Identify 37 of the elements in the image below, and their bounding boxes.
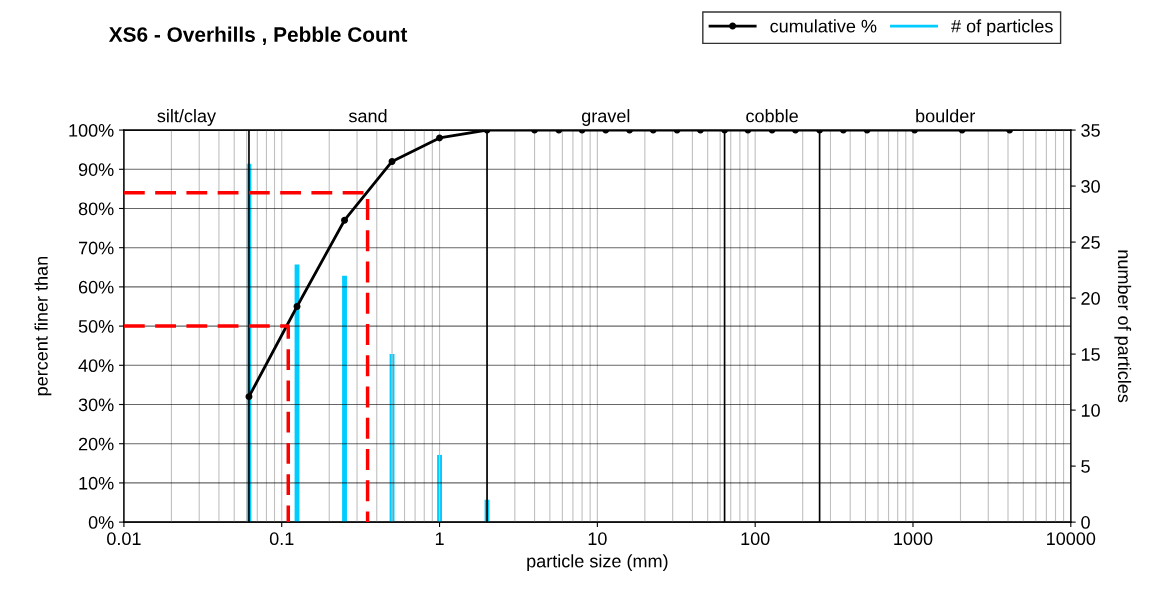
legend-label: cumulative % xyxy=(770,19,877,33)
x-tick-label: 1000 xyxy=(894,532,933,546)
y-tick-label: 40% xyxy=(78,359,114,373)
y2-tick-label: 35 xyxy=(1081,124,1100,137)
text: sand xyxy=(348,109,387,123)
y-tick-label: 0% xyxy=(88,516,114,529)
x-tick-label: 0.1 xyxy=(269,532,294,546)
x-tick-label: 1 xyxy=(435,532,444,545)
y-tick-label: 80% xyxy=(78,202,114,216)
chart-title: XS6 - Overhills , Pebble Count xyxy=(108,26,408,45)
y2-tick-label: 20 xyxy=(1081,292,1100,305)
x-tick-label: 10000 xyxy=(1047,532,1096,546)
y2-axis-title: number of particles xyxy=(1114,250,1132,403)
y-tick-label: 20% xyxy=(78,437,114,451)
y-tick-label: 70% xyxy=(78,241,114,255)
y2-tick-label: 25 xyxy=(1081,236,1100,249)
x-tick-label: 10 xyxy=(588,532,607,546)
x-axis-title: particle size (mm) xyxy=(527,554,668,572)
x-tick-label: 0.01 xyxy=(107,532,141,546)
y2-tick-label: 15 xyxy=(1081,348,1100,361)
y-tick-label: 90% xyxy=(78,163,114,176)
text: gravel xyxy=(581,109,630,126)
y2-tick-label: 30 xyxy=(1081,180,1100,193)
text: boulder xyxy=(916,109,976,123)
y2-tick-label: 10 xyxy=(1081,404,1100,417)
y-tick-label: 10% xyxy=(79,476,114,490)
y2-tick-label: 0 xyxy=(1081,516,1090,529)
y2-tick-label: 5 xyxy=(1081,460,1090,473)
text: silt/clay xyxy=(157,109,216,126)
x-tick-label: 100 xyxy=(741,532,770,546)
y-tick-label: 60% xyxy=(78,280,114,294)
y-axis-title: percent finer than xyxy=(34,257,52,396)
y-tick-label: 30% xyxy=(78,398,114,412)
text: cobble xyxy=(746,109,798,123)
y-tick-label: 100% xyxy=(69,124,114,137)
y-tick-label: 50% xyxy=(78,320,114,333)
legend-label: # of particles xyxy=(951,19,1053,37)
